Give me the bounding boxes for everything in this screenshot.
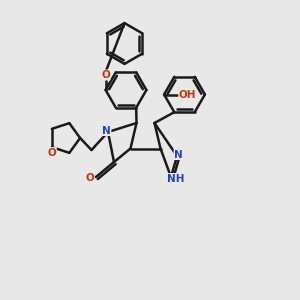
Text: N: N <box>174 149 183 160</box>
Text: NH: NH <box>167 173 184 184</box>
Text: O: O <box>85 172 94 183</box>
Text: OH: OH <box>179 89 196 100</box>
Text: N: N <box>102 125 111 136</box>
Text: O: O <box>101 70 110 80</box>
Text: O: O <box>47 148 56 158</box>
